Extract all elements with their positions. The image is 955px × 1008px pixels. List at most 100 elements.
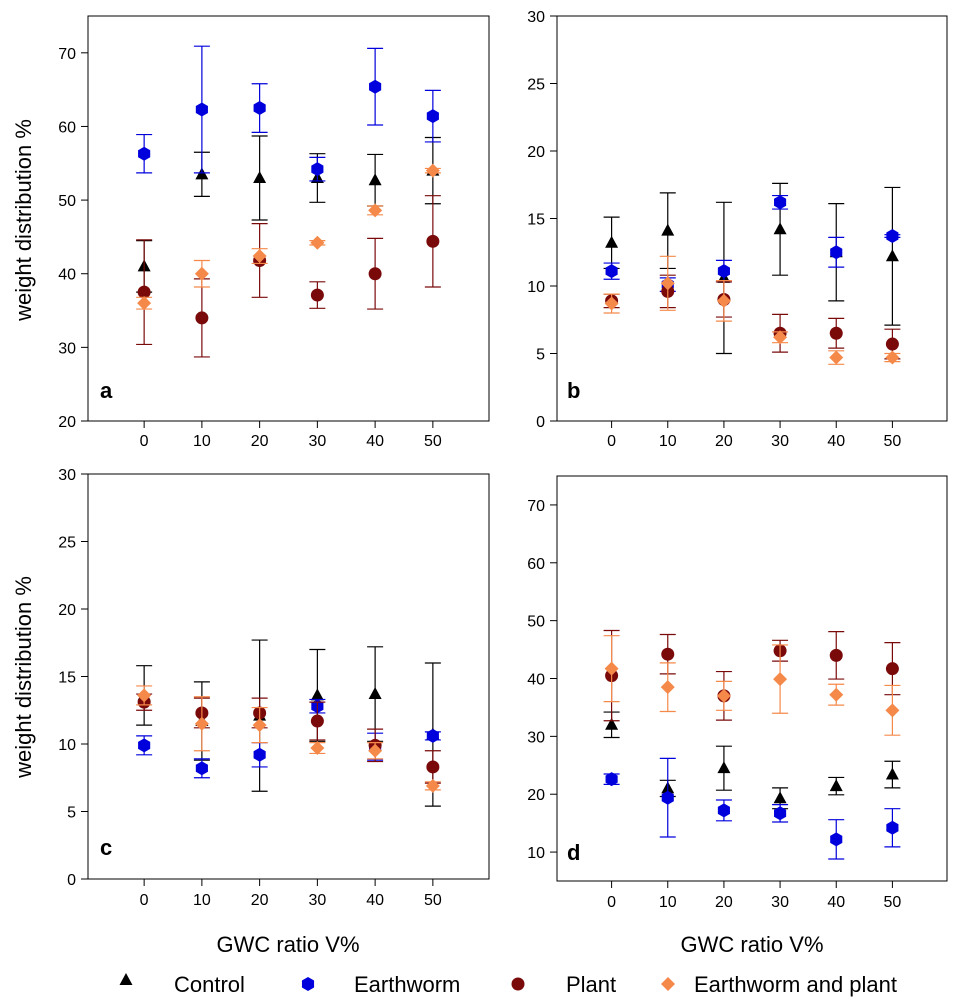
x-axis-title: GWC ratio V% xyxy=(680,932,823,957)
data-point xyxy=(773,672,788,687)
y-tick-label: 30 xyxy=(58,467,76,484)
y-axis-title: weight distribution % xyxy=(11,576,36,779)
data-point xyxy=(368,203,383,218)
y-tick-label: 40 xyxy=(58,267,76,284)
data-point xyxy=(773,330,788,345)
data-point xyxy=(604,296,619,311)
legend-marker xyxy=(511,977,525,991)
y-tick-label: 30 xyxy=(58,340,76,357)
data-point xyxy=(310,688,324,701)
series-plant xyxy=(603,629,901,722)
data-point xyxy=(253,101,266,116)
data-point xyxy=(605,264,618,279)
legend-label: Control xyxy=(174,972,245,997)
data-point xyxy=(774,195,787,210)
y-tick-label: 60 xyxy=(58,119,76,136)
x-tick-label: 50 xyxy=(884,433,902,450)
data-point xyxy=(604,661,619,676)
y-tick-label: 50 xyxy=(58,193,76,210)
data-point xyxy=(194,266,209,281)
y-tick-label: 25 xyxy=(527,77,545,94)
y-tick-label: 70 xyxy=(527,498,545,515)
y-tick-label: 50 xyxy=(527,614,545,631)
data-point xyxy=(886,820,899,835)
y-tick-label: 0 xyxy=(67,872,76,889)
data-point xyxy=(137,688,152,703)
data-point xyxy=(885,337,899,351)
x-tick-label: 40 xyxy=(366,892,384,909)
x-tick-label: 0 xyxy=(607,894,616,911)
series-earthworm xyxy=(136,45,441,182)
legend-item-earthworm_plant: Earthworm and plant xyxy=(661,972,897,997)
data-point xyxy=(194,716,209,731)
series-earthworm xyxy=(136,698,441,779)
y-tick-label: 10 xyxy=(527,279,545,296)
data-point xyxy=(369,79,382,94)
y-tick-label: 5 xyxy=(67,805,76,822)
x-tick-label: 0 xyxy=(607,433,616,450)
data-point xyxy=(886,229,899,244)
data-point xyxy=(885,249,899,262)
x-tick-label: 10 xyxy=(659,894,677,911)
legend-label: Earthworm and plant xyxy=(694,972,897,997)
data-point xyxy=(773,791,787,804)
data-point xyxy=(137,296,152,311)
data-point xyxy=(137,285,151,299)
legend-marker xyxy=(301,977,315,991)
data-point xyxy=(661,790,674,805)
data-point xyxy=(661,223,675,236)
y-tick-label: 0 xyxy=(536,414,545,431)
legend-item-control: Control xyxy=(119,972,245,997)
data-point xyxy=(310,714,324,728)
x-tick-label: 50 xyxy=(884,894,902,911)
series-plant xyxy=(603,274,901,360)
data-point xyxy=(253,171,267,183)
data-point xyxy=(310,741,325,756)
y-tick-label: 40 xyxy=(527,672,545,689)
panel-letter: d xyxy=(567,840,580,865)
x-tick-label: 40 xyxy=(366,433,384,450)
series-earthworm-and-plant xyxy=(136,685,441,793)
data-point xyxy=(716,688,731,703)
panel-d: 10 20 30 40 50 60 70 0 10 20 30 40 50 d xyxy=(527,475,948,911)
data-point xyxy=(195,102,208,117)
x-tick-label: 30 xyxy=(771,894,789,911)
data-point xyxy=(311,162,324,177)
x-tick-label: 20 xyxy=(251,892,269,909)
panel-letter: a xyxy=(100,378,113,403)
series-earthworm xyxy=(603,194,901,292)
y-tick-label: 60 xyxy=(527,556,545,573)
x-tick-label: 40 xyxy=(827,433,845,450)
series-plant xyxy=(136,693,441,784)
x-tick-label: 30 xyxy=(308,433,326,450)
y-tick-label: 70 xyxy=(58,46,76,63)
series-control xyxy=(603,711,901,810)
data-point xyxy=(829,648,843,662)
data-point xyxy=(830,245,843,260)
data-point xyxy=(885,662,899,676)
x-axis-title: GWC ratio V% xyxy=(216,932,359,957)
x-tick-label: 20 xyxy=(715,894,733,911)
data-point xyxy=(717,803,730,818)
data-point xyxy=(660,276,675,291)
data-point xyxy=(426,728,439,743)
y-tick-label: 30 xyxy=(527,9,545,26)
x-tick-label: 10 xyxy=(659,433,677,450)
y-tick-label: 15 xyxy=(58,670,76,687)
x-tick-label: 30 xyxy=(308,892,326,909)
data-point xyxy=(716,293,731,308)
panel-letter: b xyxy=(567,378,580,403)
y-tick-label: 5 xyxy=(536,347,545,364)
y-tick-label: 10 xyxy=(527,845,545,862)
data-point xyxy=(368,743,383,758)
data-point xyxy=(426,234,440,248)
x-tick-label: 50 xyxy=(424,433,442,450)
x-tick-label: 30 xyxy=(771,433,789,450)
legend: Control Earthworm Plant Earthworm and plant xyxy=(119,972,897,997)
series-plant xyxy=(136,195,441,358)
data-point xyxy=(425,778,440,793)
y-tick-label: 10 xyxy=(58,737,76,754)
data-point xyxy=(426,760,440,774)
data-point xyxy=(830,832,843,847)
x-tick-label: 20 xyxy=(715,433,733,450)
